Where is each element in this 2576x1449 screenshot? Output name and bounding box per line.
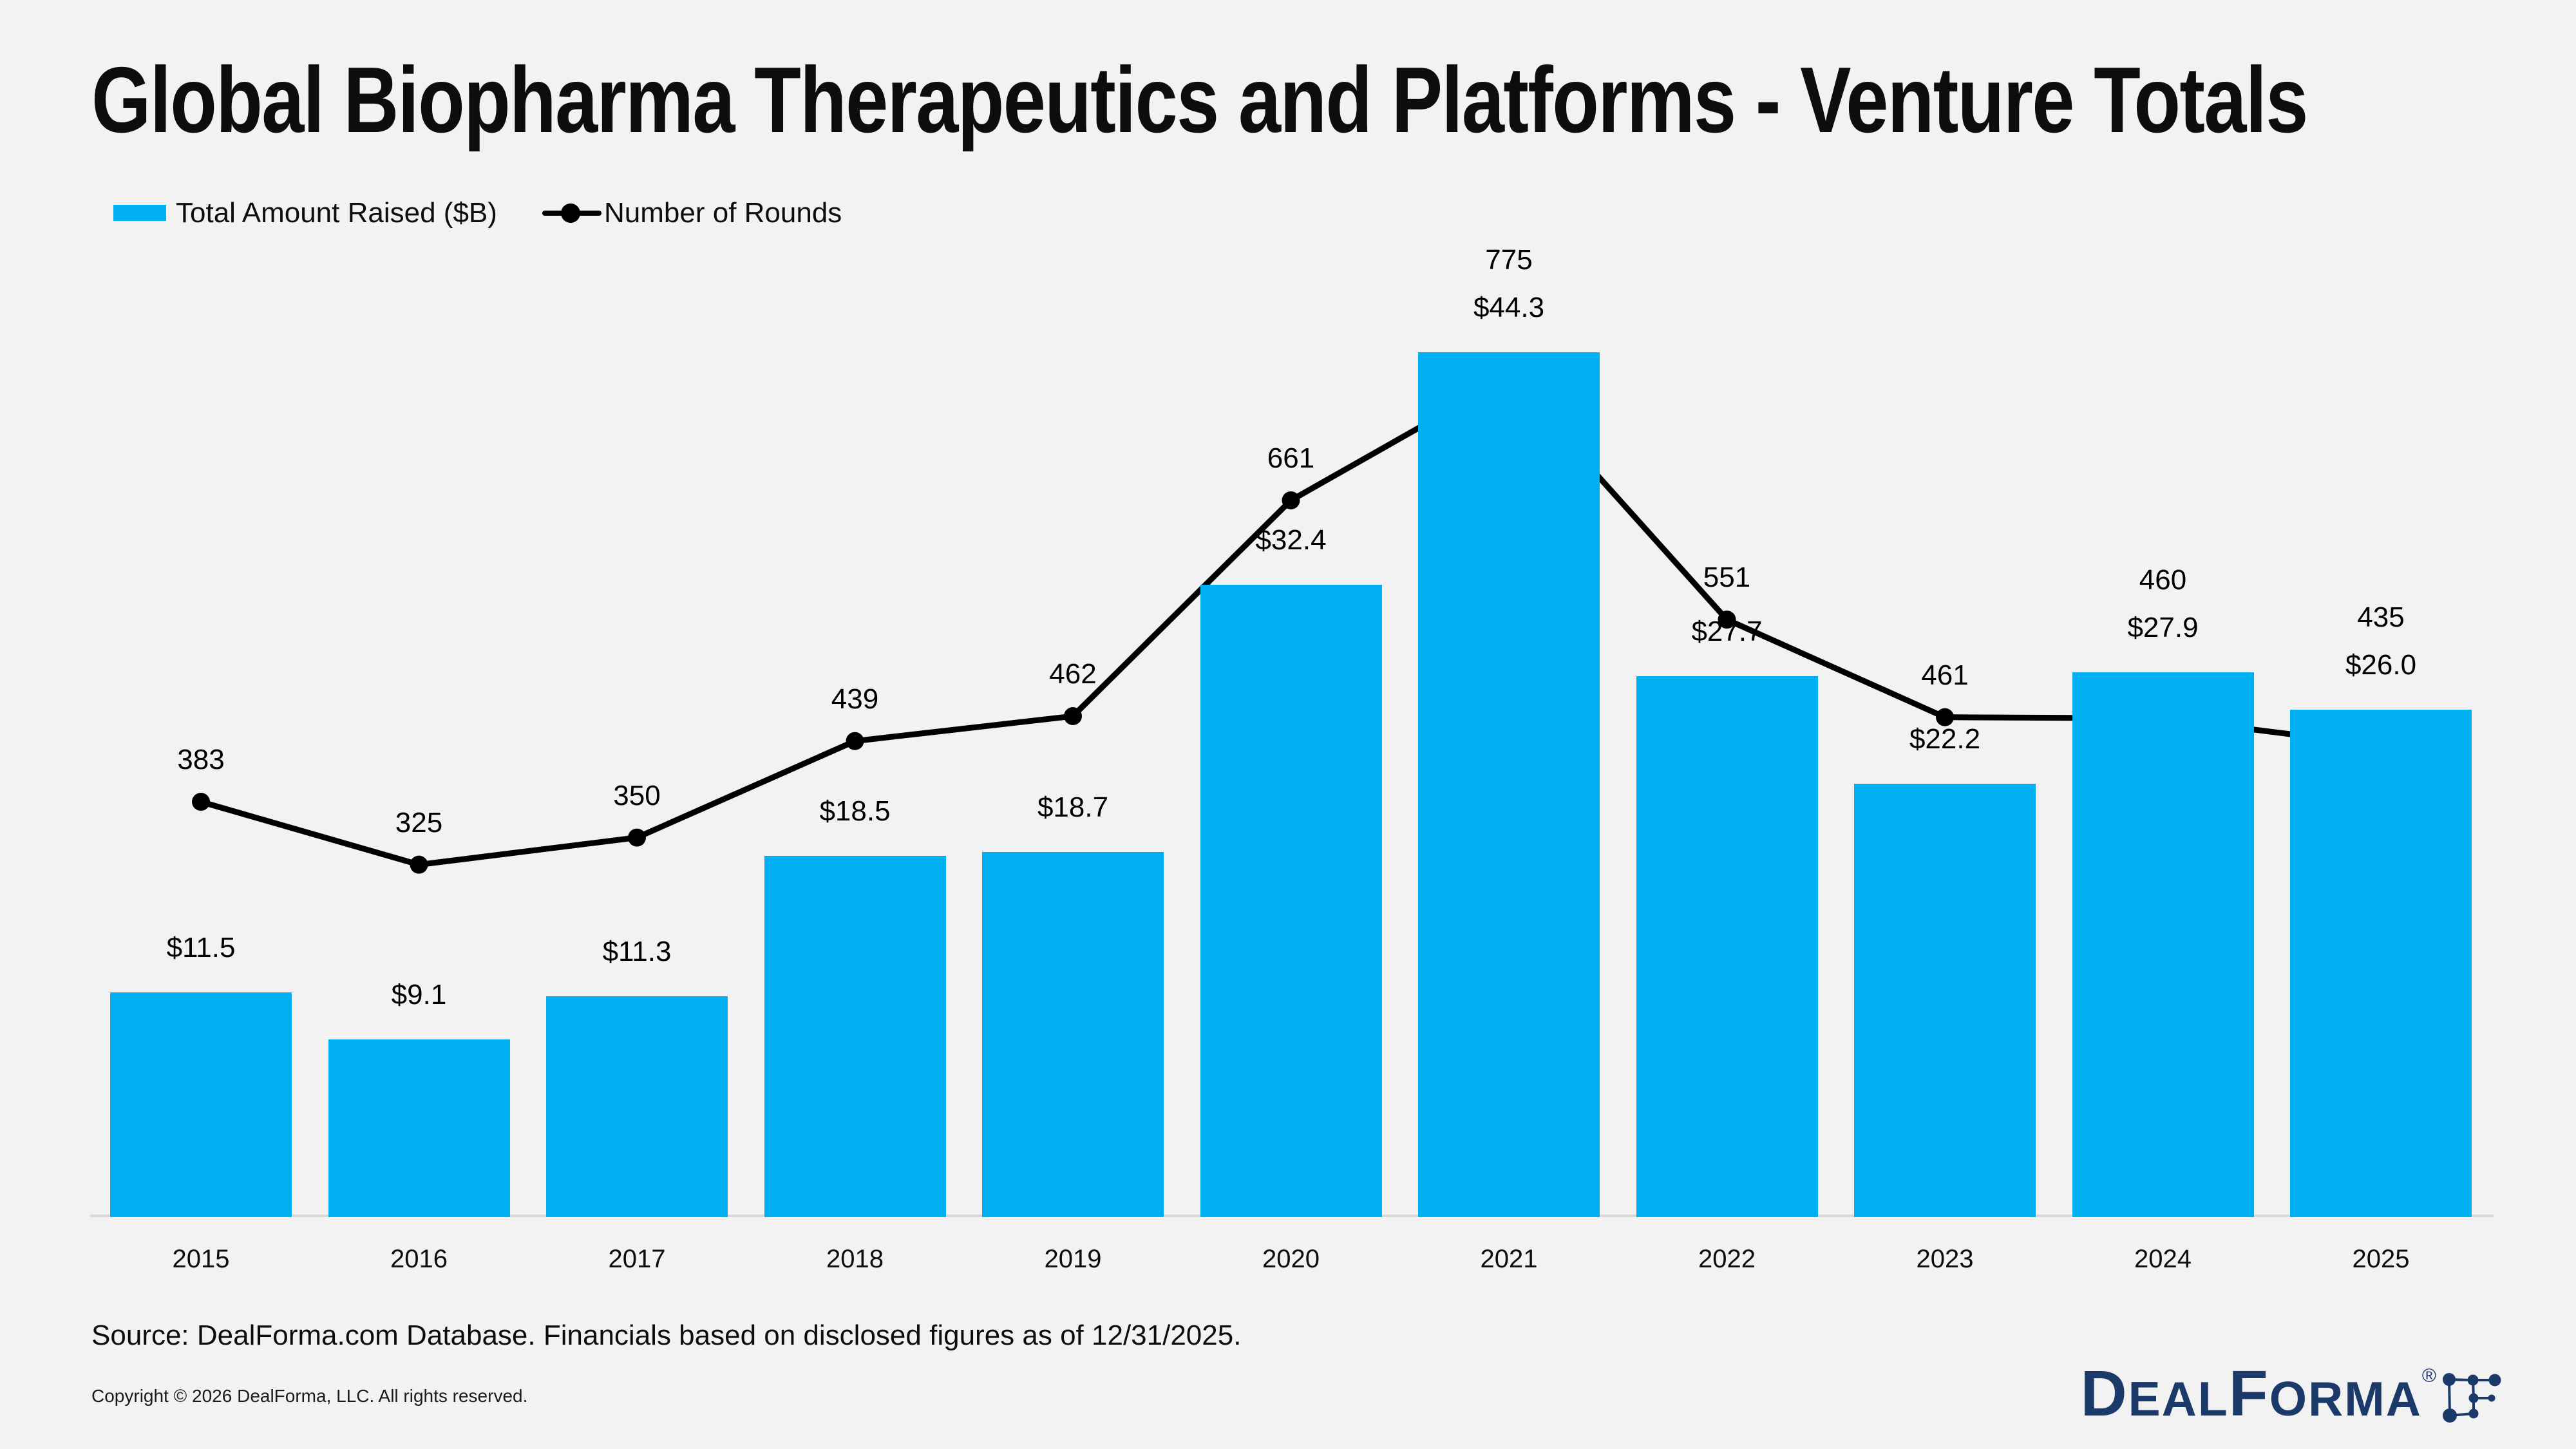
rounds-label-2024: 460 xyxy=(2139,564,2187,596)
bar-label-2018: $18.5 xyxy=(819,795,891,828)
chart-title: Global Biopharma Therapeutics and Platfo… xyxy=(91,48,2308,152)
bar-2019 xyxy=(982,852,1164,1217)
legend-label-amount-raised: Total Amount Raised ($B) xyxy=(176,197,497,229)
dealforma-logo-text: DEALFORMA® xyxy=(2080,1361,2436,1426)
logo-letters: D xyxy=(2080,1358,2128,1430)
bar-label-2016: $9.1 xyxy=(391,979,447,1011)
year-label-2016: 2016 xyxy=(390,1245,448,1273)
rounds-label-2018: 439 xyxy=(831,683,879,715)
legend-line-dot-icon xyxy=(561,204,580,223)
bar-label-2017: $11.3 xyxy=(602,936,672,968)
bar-2016 xyxy=(328,1039,510,1217)
legend-label-number-of-rounds: Number of Rounds xyxy=(604,197,842,229)
legend-bar-swatch xyxy=(113,205,166,221)
copyright-text: Copyright © 2026 DealForma, LLC. All rig… xyxy=(91,1386,528,1406)
bar-2022 xyxy=(1636,676,1818,1217)
year-label-2019: 2019 xyxy=(1044,1245,1102,1273)
year-label-2020: 2020 xyxy=(1262,1245,1320,1273)
bar-label-2015: $11.5 xyxy=(166,932,236,964)
bar-label-2023: $22.2 xyxy=(1909,723,1981,755)
registered-mark: ® xyxy=(2421,1365,2436,1387)
bar-2018 xyxy=(764,856,946,1217)
year-label-2024: 2024 xyxy=(2134,1245,2192,1273)
bar-2020 xyxy=(1200,584,1382,1217)
rounds-label-2017: 350 xyxy=(613,779,661,811)
bar-label-2025: $26.0 xyxy=(2345,649,2417,681)
rounds-label-2023: 461 xyxy=(1921,659,1969,691)
logo-letters: ORMA xyxy=(2269,1372,2422,1426)
rounds-label-2019: 462 xyxy=(1049,658,1097,690)
year-label-2025: 2025 xyxy=(2352,1245,2410,1273)
bar-label-2022: $27.7 xyxy=(1691,616,1763,648)
bar-2024 xyxy=(2072,672,2254,1217)
year-label-2021: 2021 xyxy=(1480,1245,1538,1273)
bar-2023 xyxy=(1854,783,2036,1217)
bar-2021 xyxy=(1418,352,1600,1217)
year-label-2018: 2018 xyxy=(826,1245,884,1273)
rounds-label-2020: 661 xyxy=(1267,442,1315,474)
year-label-2017: 2017 xyxy=(608,1245,666,1273)
year-label-2023: 2023 xyxy=(1916,1245,1974,1273)
bar-2017 xyxy=(546,996,728,1217)
dealforma-network-icon xyxy=(2443,1373,2501,1423)
bar-label-2020: $32.4 xyxy=(1255,524,1327,556)
logo-letters: EAL xyxy=(2128,1372,2229,1426)
bar-2025 xyxy=(2290,709,2472,1217)
year-label-2015: 2015 xyxy=(172,1245,230,1273)
rounds-label-2016: 325 xyxy=(395,806,443,838)
bar-label-2021: $44.3 xyxy=(1473,291,1545,323)
bar-label-2024: $27.9 xyxy=(2127,612,2199,644)
dealforma-logo: DEALFORMA® xyxy=(2080,1361,2504,1426)
bar-2015 xyxy=(110,992,292,1217)
rounds-label-2021: 775 xyxy=(1485,243,1533,276)
year-label-2022: 2022 xyxy=(1698,1245,1756,1273)
rounds-label-2015: 383 xyxy=(177,744,225,775)
logo-letters: F xyxy=(2228,1358,2269,1430)
bar-label-2019: $18.7 xyxy=(1037,791,1109,824)
rounds-label-2025: 435 xyxy=(2357,601,2405,633)
source-text: Source: DealForma.com Database. Financia… xyxy=(91,1320,1242,1351)
rounds-label-2022: 551 xyxy=(1703,562,1751,594)
